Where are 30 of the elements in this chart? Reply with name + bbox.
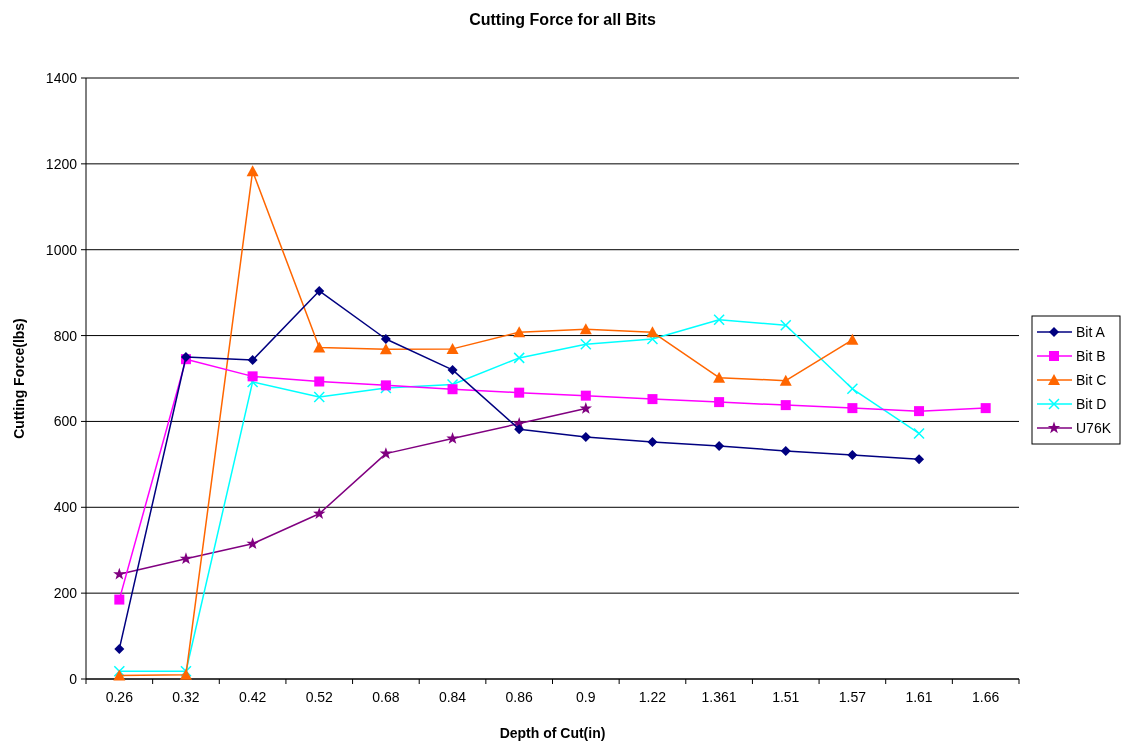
legend-label: Bit A — [1076, 324, 1106, 340]
x-tick-label: 0.84 — [438, 689, 467, 705]
y-tick-label: 1400 — [45, 70, 78, 86]
x-tick-label: 1.361 — [701, 689, 737, 705]
legend-label: Bit C — [1076, 372, 1107, 388]
x-axis-title: Depth of Cut(in) — [499, 725, 606, 741]
legend-label: Bit B — [1076, 348, 1106, 364]
chart-title: Cutting Force for all Bits — [469, 11, 656, 28]
y-tick-label: 800 — [53, 327, 78, 344]
y-tick-label: 200 — [53, 585, 78, 602]
x-tick-label: 1.66 — [972, 689, 1000, 705]
y-tick-label: 600 — [53, 413, 78, 430]
x-tick-label: 0.9 — [576, 689, 596, 705]
x-tick-label: 0.52 — [305, 689, 334, 705]
x-tick-label: 1.57 — [838, 689, 867, 705]
x-tick-label: 1.22 — [638, 689, 667, 705]
x-tick-label: 1.61 — [905, 689, 933, 705]
y-axis-title: Cutting Force(lbs) — [11, 318, 27, 439]
y-tick-label: 0 — [69, 671, 78, 687]
x-tick-label: 0.42 — [238, 689, 267, 705]
y-tick-label: 1200 — [45, 155, 78, 172]
y-tick-label: 1000 — [45, 241, 78, 258]
x-tick-label: 1.51 — [772, 689, 800, 705]
x-tick-label: 0.86 — [505, 689, 534, 705]
x-tick-label: 0.68 — [372, 689, 400, 705]
y-tick-label: 400 — [53, 499, 78, 516]
legend-label: U76K — [1076, 420, 1112, 436]
x-tick-label: 0.26 — [105, 689, 134, 705]
legend-label: Bit D — [1076, 396, 1107, 412]
x-tick-label: 0.32 — [172, 689, 200, 705]
